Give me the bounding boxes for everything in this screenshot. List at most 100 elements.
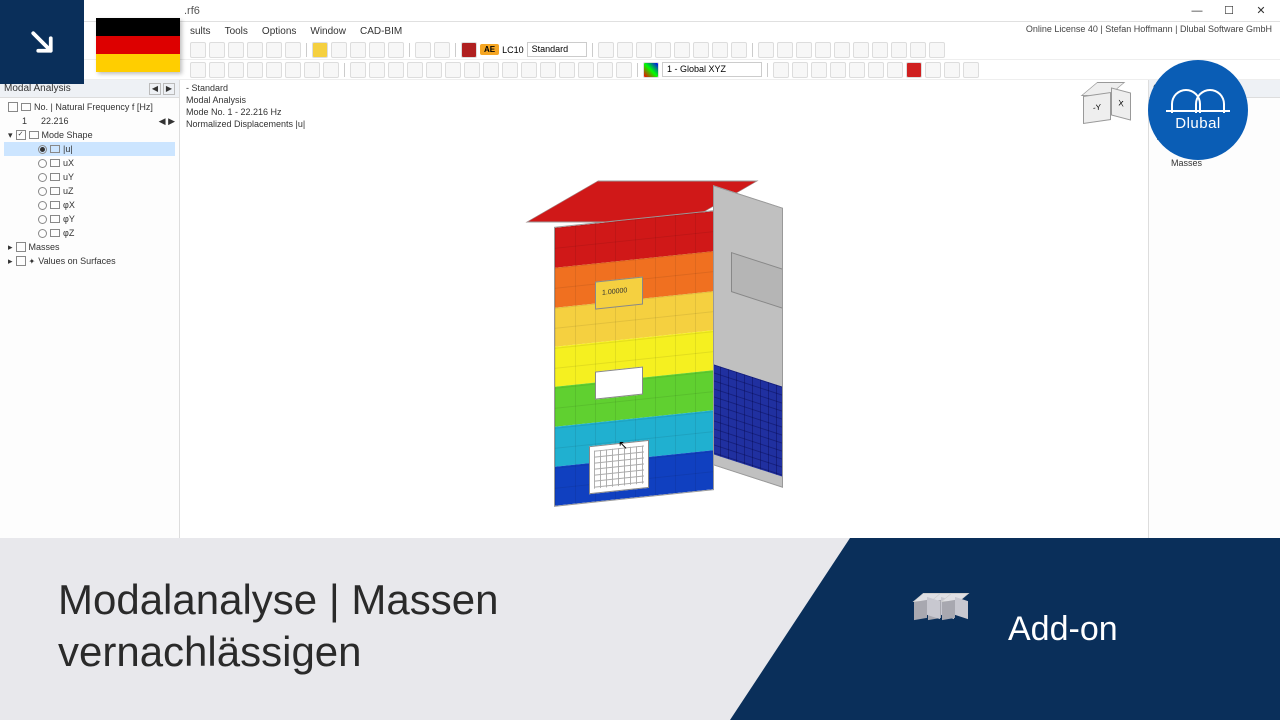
tool-icon[interactable] [910,42,926,58]
nav-prev[interactable]: ◀ [149,83,161,95]
tool-icon[interactable] [655,42,671,58]
tool-icon[interactable] [853,42,869,58]
tool-icon[interactable] [540,62,556,78]
tool-icon[interactable] [849,62,865,78]
tool-icon[interactable] [331,42,347,58]
expand-icon[interactable]: ▸ [8,256,13,267]
expand-icon[interactable]: ▸ [8,242,13,253]
cs-dropdown[interactable]: 1 - Global XYZ [662,62,762,77]
tool-icon[interactable] [891,42,907,58]
tool-icon[interactable] [415,42,431,58]
tool-icon[interactable] [228,62,244,78]
tool-icon[interactable] [929,42,945,58]
checkbox[interactable] [16,242,26,252]
tool-icon[interactable] [868,62,884,78]
tool-icon[interactable] [502,62,518,78]
tool-icon[interactable] [285,62,301,78]
tree-item-phiy[interactable]: φY [4,212,175,226]
tool-icon[interactable] [228,42,244,58]
tool-icon[interactable] [209,42,225,58]
tool-icon[interactable] [674,42,690,58]
tool-icon[interactable] [407,62,423,78]
tool-icon[interactable] [247,42,263,58]
tool-icon[interactable] [369,62,385,78]
tree-node-vos[interactable]: ▸✦Values on Surfaces [4,254,175,268]
tool-icon[interactable] [388,42,404,58]
tool-icon[interactable] [834,42,850,58]
radio[interactable] [38,215,47,224]
tool-icon[interactable] [426,62,442,78]
maximize-button[interactable]: ☐ [1214,2,1244,20]
tool-icon[interactable] [887,62,903,78]
tool-icon[interactable] [247,62,263,78]
tool-icon[interactable] [266,62,282,78]
menu-tools[interactable]: Tools [225,26,248,37]
checkbox[interactable] [8,102,18,112]
tool-icon[interactable] [597,62,613,78]
tree-item-uy[interactable]: uY [4,170,175,184]
tool-icon[interactable] [266,42,282,58]
tool-icon[interactable] [578,62,594,78]
tree-item-u[interactable]: |u| [4,142,175,156]
tool-icon[interactable] [209,62,225,78]
tool-icon[interactable] [616,62,632,78]
view-cube[interactable]: -Y X [1083,78,1135,130]
tool-icon[interactable] [483,62,499,78]
menu-results[interactable]: sults [190,26,211,37]
radio[interactable] [38,173,47,182]
tool-icon[interactable] [811,62,827,78]
tool-icon[interactable] [464,62,480,78]
tool-icon[interactable] [731,42,747,58]
cube-side[interactable]: X [1111,87,1131,120]
tool-icon[interactable] [323,62,339,78]
radio[interactable] [38,187,47,196]
tool-icon[interactable] [758,42,774,58]
tool-icon[interactable] [773,62,789,78]
tree-item-phix[interactable]: φX [4,198,175,212]
tool-icon[interactable] [906,62,922,78]
tool-icon[interactable] [190,42,206,58]
tool-icon[interactable] [636,42,652,58]
tool-icon[interactable] [559,62,575,78]
tree-node-modeshape[interactable]: ▾✓Mode Shape [4,128,175,142]
tool-icon[interactable] [815,42,831,58]
loadcase-dropdown[interactable]: Standard [527,42,587,57]
radio[interactable] [38,229,47,238]
tool-icon[interactable] [285,42,301,58]
tree-item-phiz[interactable]: φZ [4,226,175,240]
radio[interactable] [38,145,47,154]
close-button[interactable]: ✕ [1246,2,1276,20]
expand-icon[interactable]: ▾ [8,130,13,141]
tool-icon[interactable] [792,62,808,78]
tool-icon[interactable] [872,42,888,58]
tool-icon[interactable] [350,42,366,58]
tool-icon[interactable] [617,42,633,58]
tool-icon[interactable] [190,62,206,78]
tool-icon[interactable] [925,62,941,78]
nav-next[interactable]: ▶ [163,83,175,95]
tool-icon[interactable] [643,62,659,78]
menu-cadbim[interactable]: CAD-BIM [360,26,402,37]
lc-color[interactable] [461,42,477,58]
tool-icon[interactable] [304,62,320,78]
tool-icon[interactable] [796,42,812,58]
tool-icon[interactable] [434,42,450,58]
tree-item-uz[interactable]: uZ [4,184,175,198]
tool-icon[interactable] [712,42,728,58]
tool-icon[interactable] [830,62,846,78]
tool-icon[interactable] [369,42,385,58]
tool-icon[interactable] [350,62,366,78]
tool-icon[interactable] [777,42,793,58]
freq-row[interactable]: 122.216◀ ▶ [4,114,175,128]
tool-icon[interactable] [693,42,709,58]
checkbox[interactable]: ✓ [16,130,26,140]
menu-options[interactable]: Options [262,26,296,37]
menu-window[interactable]: Window [310,26,346,37]
tool-icon[interactable] [521,62,537,78]
cp-row[interactable]: Masses [1153,156,1276,170]
tool-icon[interactable] [388,62,404,78]
tool-icon[interactable] [963,62,979,78]
tree-node-masses[interactable]: ▸Masses [4,240,175,254]
radio[interactable] [38,201,47,210]
tool-icon[interactable] [944,62,960,78]
